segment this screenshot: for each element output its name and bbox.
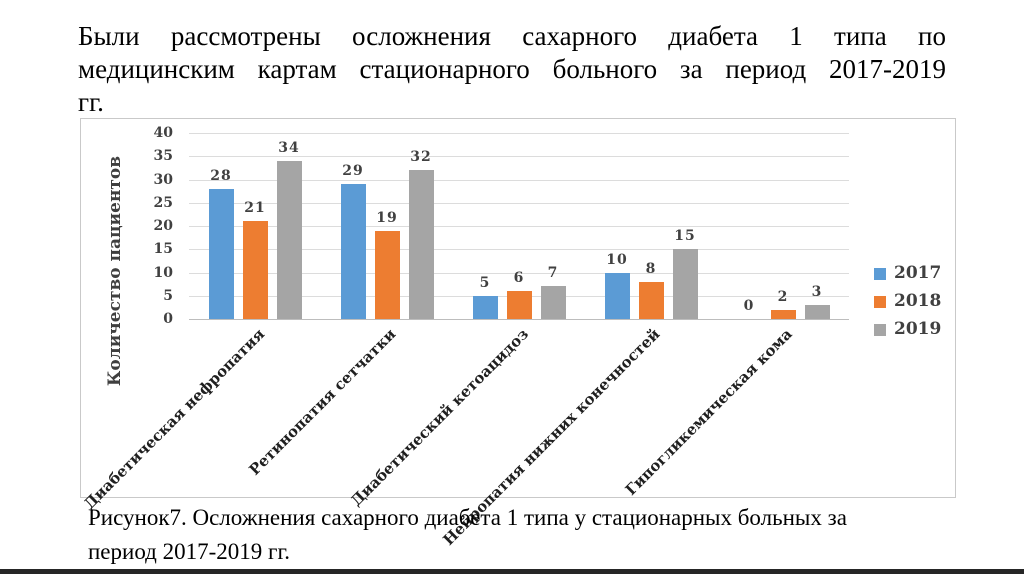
bar-value-label: 29	[342, 163, 364, 180]
slide-bottom-rule	[0, 569, 1024, 574]
category-axis-labels: Диабетическая нефропатия Ретинопатия сетч…	[80, 325, 849, 549]
bar-value-label: 6	[513, 270, 525, 287]
bar-2017	[340, 184, 366, 319]
y-axis-tick: 0	[163, 311, 173, 327]
bar-value-label: 2	[777, 288, 789, 305]
bar-2019	[408, 170, 434, 319]
plot-area: 28 21 34 29 19 32 5 6 7 10 8 15 0 2 3	[189, 133, 849, 320]
bar-2018	[242, 221, 268, 319]
bar-value-label: 15	[674, 228, 696, 245]
bar-slot: 19	[374, 133, 400, 319]
bar-2018	[374, 230, 400, 319]
chart: Количество пациентов 0 5 10 15 20 25 30 35 40 28…	[80, 118, 956, 549]
y-axis-tick: 25	[153, 194, 173, 211]
bar-slot: 5	[472, 133, 498, 319]
bar-2019	[672, 249, 698, 319]
bar-group: 0 2 3	[717, 133, 849, 319]
legend-swatch-2018	[874, 295, 886, 308]
bar-2018	[770, 309, 796, 319]
category-cell: Гипогликемическая кома	[622, 325, 849, 499]
bar-value-label: 0	[743, 298, 755, 314]
bar-value-label: 10	[606, 251, 628, 268]
legend-label: 2018	[894, 291, 942, 311]
gridline	[189, 156, 849, 158]
caption-line: период 2017-2019 гг.	[88, 539, 291, 564]
gridline	[189, 272, 849, 274]
bar-2018	[638, 281, 664, 319]
y-axis-tick: 40	[153, 125, 173, 141]
bar-2017	[604, 272, 630, 319]
gridline	[189, 133, 849, 134]
y-axis-tick: 30	[153, 171, 173, 188]
legend-label: 2017	[894, 263, 942, 283]
y-axis-tick: 5	[163, 287, 173, 304]
title-line: медицинским картам стационарного больног…	[78, 54, 946, 84]
bar-slot: 15	[672, 133, 698, 319]
bar-2017	[472, 295, 498, 319]
bar-2017	[208, 188, 234, 319]
bar-group: 29 19 32	[321, 133, 453, 319]
slide-title: Были рассмотрены осложнения сахарного ди…	[78, 20, 946, 119]
bar-slot: 29	[340, 133, 366, 319]
bar-2019	[276, 160, 302, 319]
bar-slot: 0	[737, 133, 762, 319]
bar-slot: 21	[242, 133, 268, 319]
bar-slot: 28	[208, 133, 234, 319]
bar-2019	[540, 286, 566, 319]
caption-line: Рисунок7. Осложнения сахарного диабета 1…	[88, 505, 847, 530]
title-line: гг.	[78, 87, 104, 117]
bar-group: 5 6 7	[453, 133, 585, 319]
bar-slot: 7	[540, 133, 566, 319]
bar-2019	[804, 305, 830, 319]
gridline	[189, 249, 849, 251]
bar-value-label: 5	[479, 274, 491, 291]
bar-slot: 2	[770, 133, 796, 319]
bar-slot: 32	[408, 133, 434, 319]
legend-item: 2017	[874, 265, 941, 282]
bar-slot: 10	[604, 133, 630, 319]
title-line: Были рассмотрены осложнения сахарного ди…	[78, 21, 946, 51]
bar-group: 28 21 34	[189, 133, 321, 319]
y-axis-tick: 20	[153, 218, 173, 234]
legend-item: 2018	[874, 293, 941, 310]
bar-group: 10 8 15	[585, 133, 717, 319]
bar-value-label: 3	[811, 284, 823, 300]
bar-value-label: 7	[547, 265, 559, 282]
y-axis-tick: 10	[153, 264, 173, 281]
legend-swatch-2019	[874, 323, 886, 336]
bar-slot: 3	[804, 133, 830, 319]
y-axis-tick: 15	[153, 241, 173, 258]
bar-groups: 28 21 34 29 19 32 5 6 7 10 8 15 0 2 3	[189, 133, 849, 319]
gridline	[189, 202, 849, 204]
bar-value-label: 28	[210, 167, 232, 184]
legend-label: 2019	[894, 319, 942, 339]
bar-value-label: 19	[376, 209, 398, 226]
y-axis-tick: 35	[153, 148, 173, 165]
bar-slot: 8	[638, 133, 664, 319]
bar-value-label: 32	[410, 149, 432, 166]
bar-slot: 34	[276, 133, 302, 319]
bar-value-label: 8	[645, 260, 657, 277]
legend-item: 2019	[874, 321, 941, 338]
bar-2018	[506, 291, 532, 319]
figure-caption: Рисунок7. Осложнения сахарного диабета 1…	[88, 501, 958, 569]
x-axis-line	[189, 319, 849, 320]
bar-slot: 6	[506, 133, 532, 319]
legend-swatch-2017	[874, 267, 886, 280]
bar-value-label: 21	[244, 200, 266, 217]
y-axis-ticks: 0 5 10 15 20 25 30 35 40	[81, 125, 181, 327]
gridline	[189, 179, 849, 181]
bar-value-label: 34	[278, 139, 300, 156]
gridline	[189, 226, 849, 227]
legend: 2017 2018 2019	[874, 265, 941, 338]
